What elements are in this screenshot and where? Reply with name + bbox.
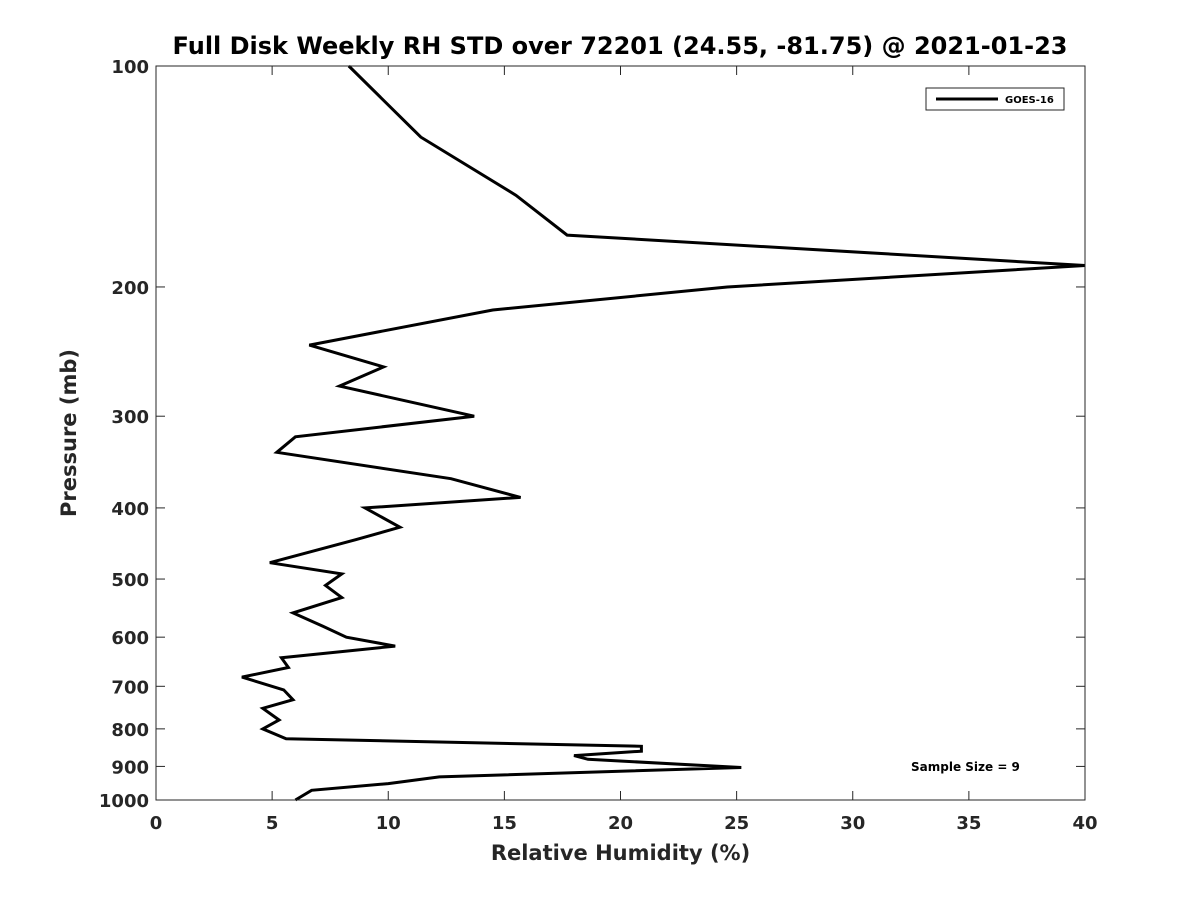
y-tick-label: 400: [111, 499, 149, 520]
x-tick-label: 5: [266, 813, 279, 834]
x-tick-label: 10: [376, 813, 401, 834]
y-tick-label: 600: [111, 628, 149, 649]
y-tick-label: 100: [111, 57, 149, 78]
legend: GOES-16: [925, 87, 1065, 111]
x-tick-label: 15: [492, 813, 517, 834]
x-axis-ticks: 0 5 10 15 20 25 30 35 40: [150, 66, 1098, 834]
x-tick-label: 30: [840, 813, 865, 834]
x-tick-label: 20: [608, 813, 633, 834]
x-tick-label: 25: [724, 813, 749, 834]
chart-title: Full Disk Weekly RH STD over 72201 (24.5…: [173, 32, 1068, 60]
y-tick-label: 900: [111, 757, 149, 778]
series-line-goes-16: [241, 64, 1086, 802]
y-axis-label: Pressure (mb): [57, 349, 81, 517]
axes-box: [155, 65, 1086, 801]
sample-size-annotation: Sample Size = 9: [911, 760, 1020, 774]
y-tick-label: 200: [111, 278, 149, 299]
legend-label-goes-16: GOES-16: [1005, 95, 1054, 106]
x-tick-label: 35: [956, 813, 981, 834]
x-tick-label: 0: [150, 813, 163, 834]
x-tick-label: 40: [1072, 813, 1097, 834]
y-tick-label: 300: [111, 407, 149, 428]
y-axis-ticks: 100 200 300 400 500 600 700 800 900 1000: [99, 57, 1085, 812]
y-tick-label: 800: [111, 720, 149, 741]
x-axis-label: Relative Humidity (%): [491, 841, 750, 865]
y-tick-label: 500: [111, 570, 149, 591]
y-tick-label: 700: [111, 677, 149, 698]
y-tick-label: 1000: [99, 791, 149, 812]
